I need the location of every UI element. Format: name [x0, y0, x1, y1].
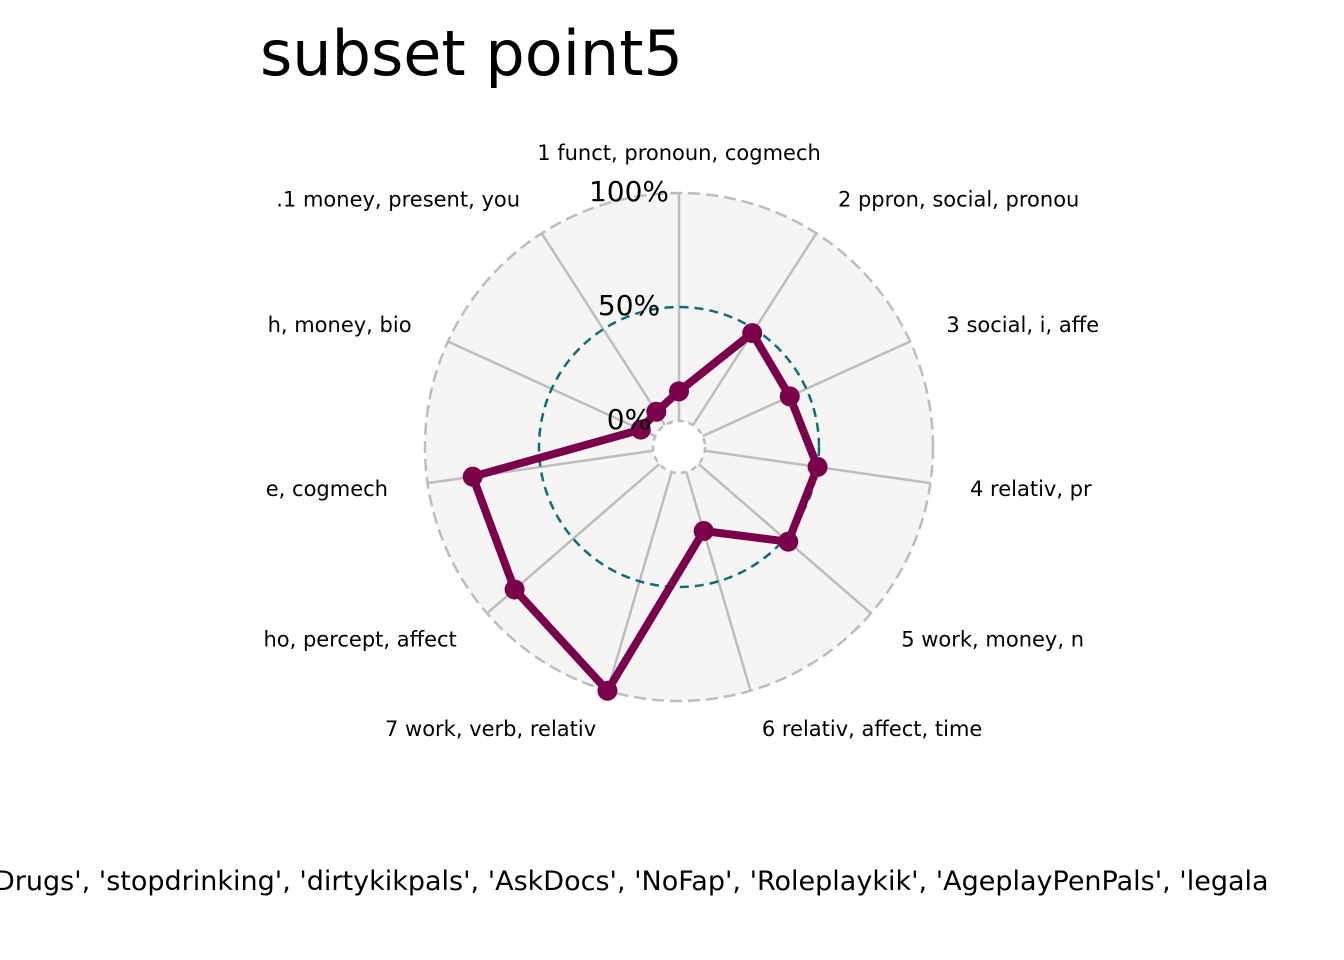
series-points	[462, 323, 828, 701]
spoke	[540, 232, 666, 426]
data-point	[807, 456, 828, 477]
ring-50	[537, 305, 821, 589]
category-label: 2 ppron, social, pronou	[838, 188, 1079, 212]
category-label: 4 relativ, pr	[970, 477, 1092, 501]
category-label: 6 relativ, affect, time	[762, 717, 983, 741]
chart-title: subset point5	[260, 17, 683, 90]
data-point	[646, 401, 667, 422]
ring-label-50: 50%	[598, 289, 660, 322]
ring-0	[651, 419, 707, 475]
ring-label-0: 0%	[607, 403, 651, 436]
category-label: 7 work, verb, relativ	[385, 717, 596, 741]
data-point	[630, 419, 651, 440]
data-point	[462, 466, 483, 487]
data-point	[669, 381, 689, 402]
category-label: e, cogmech	[266, 477, 388, 501]
category-label: 5 work, money, n	[901, 628, 1084, 652]
ring-100	[423, 191, 935, 703]
data-point	[693, 521, 714, 542]
category-labels: 1 funct, pronoun, cogmech 2 ppron, social…	[263, 141, 1099, 741]
category-label: h, money, bio	[268, 313, 412, 337]
category-label: ho, percept, affect	[263, 628, 456, 652]
spoke	[702, 340, 911, 438]
category-label: .1 money, present, you	[276, 188, 520, 212]
category-label: 3 social, i, affe	[946, 313, 1099, 337]
plot-area: 0% 50% 100%	[423, 175, 935, 703]
data-point	[779, 386, 800, 407]
spoke	[685, 471, 752, 692]
data-point	[742, 323, 763, 344]
data-point	[504, 579, 525, 600]
data-point	[597, 680, 618, 701]
category-label: 1 funct, pronoun, cogmech	[537, 141, 821, 165]
data-point	[778, 531, 799, 552]
ring-label-100: 100%	[589, 175, 669, 208]
footer-text: Drugs', 'stopdrinking', 'dirtykikpals', …	[0, 866, 1269, 897]
